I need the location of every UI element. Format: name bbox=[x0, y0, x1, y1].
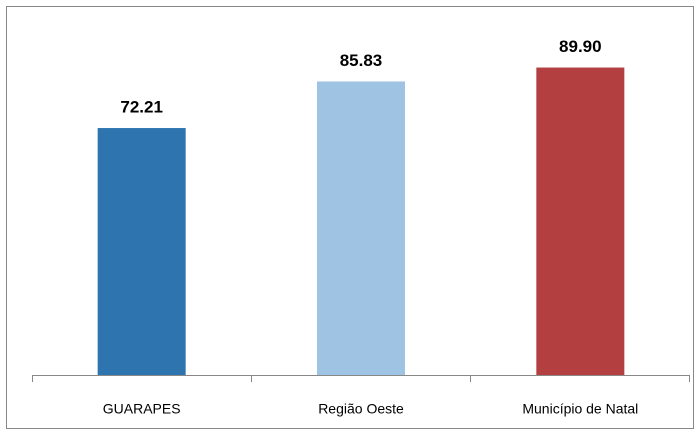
bar bbox=[317, 81, 405, 376]
x-tick-label: Região Oeste bbox=[318, 401, 404, 417]
x-axis bbox=[32, 375, 690, 382]
x-tick-label: Município de Natal bbox=[522, 401, 638, 417]
value-label: 89.90 bbox=[559, 37, 602, 56]
value-label: 85.83 bbox=[340, 51, 383, 70]
x-tick-label: GUARAPES bbox=[103, 401, 181, 417]
value-label: 72.21 bbox=[120, 98, 163, 117]
bar bbox=[97, 128, 186, 375]
bar bbox=[536, 67, 625, 376]
